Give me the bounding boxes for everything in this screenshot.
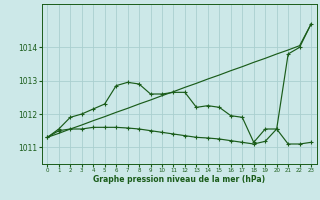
X-axis label: Graphe pression niveau de la mer (hPa): Graphe pression niveau de la mer (hPa) xyxy=(93,175,265,184)
